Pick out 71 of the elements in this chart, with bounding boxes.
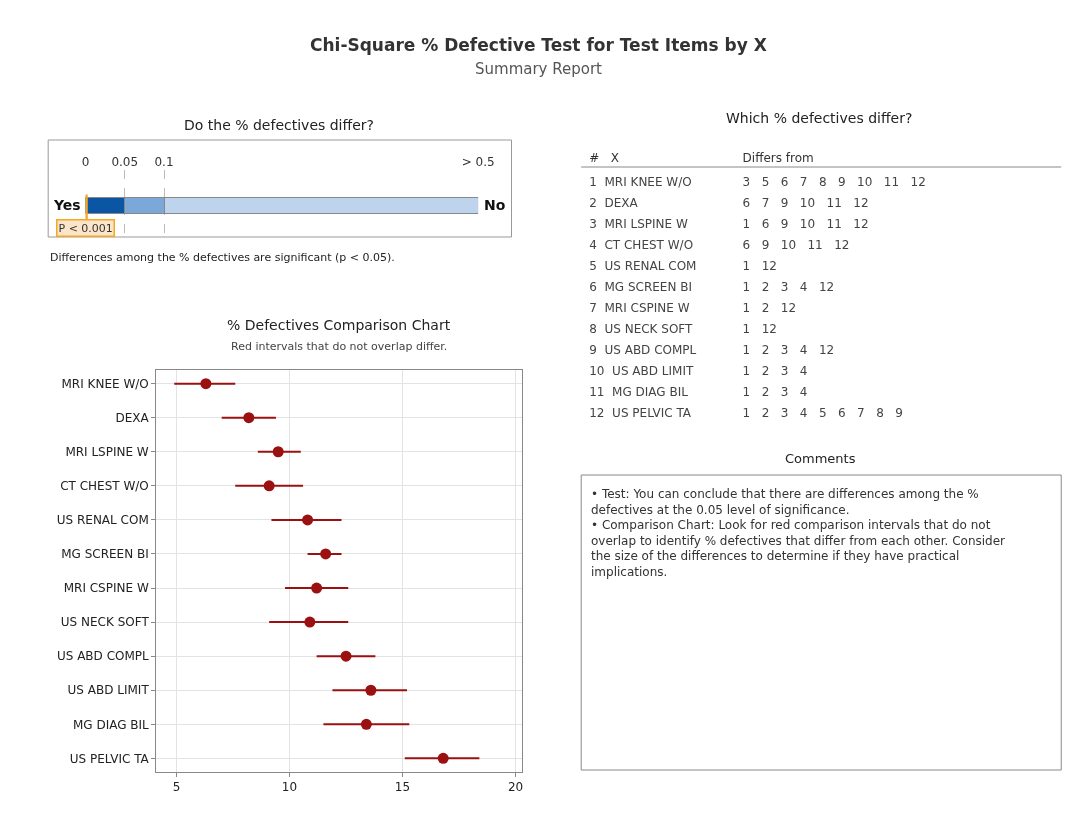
text: 8 US NECK SOFT (589, 322, 693, 336)
text: Differences among the % defectives are significant (p < 0.05). (50, 251, 395, 264)
text: Comments (785, 451, 856, 466)
x-tick-label: 5 (172, 780, 181, 795)
y-tick-label: US ABD LIMIT (67, 683, 150, 698)
point (311, 582, 323, 594)
y-tick-label: MRI CSPINE W (63, 581, 149, 596)
chart-subtitle: Red intervals that do not overlap differ. (231, 340, 448, 353)
text: 1 2 3 4 (742, 385, 808, 399)
text: 1 MRI KNEE W/O (589, 175, 692, 189)
x-tick-label: > 0.5 (461, 155, 495, 170)
x-tick-label: 10 (281, 780, 298, 795)
y-tick-label: MG DIAG BIL (72, 717, 150, 732)
y-tick-label: DEXA (115, 410, 150, 425)
text: 1 12 (742, 322, 777, 336)
text: 9 US ABD COMPL (589, 343, 697, 357)
x-tick-label: 0.05 (111, 155, 139, 170)
chart-title: Do the % defectives differ? (184, 117, 374, 133)
text: 6 7 9 10 11 12 (742, 196, 869, 210)
text: 5 US RENAL COM (589, 259, 697, 273)
chart-title: % Defectives Comparison Chart (227, 317, 451, 333)
x-tick-label: 0 (81, 155, 90, 170)
text: No (484, 197, 506, 213)
text: • Test: You can conclude that there are differences among the % defectives at the 0.05 level of significance. (591, 487, 979, 517)
y-tick-label: CT CHEST W/O (60, 479, 149, 494)
x-tick-label: 20 (507, 780, 524, 795)
y-tick-label: MG SCREEN BI (61, 547, 149, 562)
point (365, 684, 377, 696)
point (272, 446, 284, 458)
point (263, 480, 275, 492)
y-tick-label: MRI KNEE W/O (61, 376, 149, 391)
text: Which % defectives differ? (726, 110, 913, 126)
text: 1 12 (742, 259, 777, 273)
text: 1 2 3 4 5 6 7 8 9 (742, 406, 903, 420)
text: 6 MG SCREEN BI (589, 280, 692, 294)
point (304, 616, 316, 628)
text: 10 US ABD LIMIT (589, 364, 694, 378)
x-tick-label: 0.1 (154, 155, 174, 170)
point (320, 548, 332, 560)
text: 7 MRI CSPINE W (589, 301, 690, 315)
y-tick-label: US RENAL COM (56, 513, 149, 528)
point (437, 752, 449, 764)
text: 6 9 10 11 12 (742, 238, 850, 252)
point (360, 718, 372, 730)
text: 11 MG DIAG BIL (589, 385, 688, 399)
y-tick-label: US ABD COMPL (56, 649, 150, 664)
text: 1 6 9 10 11 12 (742, 217, 869, 231)
text: 3 MRI LSPINE W (589, 217, 688, 231)
text: 1 2 3 4 12 (742, 280, 835, 294)
x-tick-label: 15 (394, 780, 411, 795)
text: 12 US PELVIC TA (589, 406, 692, 420)
text: 4 CT CHEST W/O (589, 238, 694, 252)
y-tick-label: US PELVIC TA (69, 751, 150, 766)
text: 1 2 3 4 (742, 364, 808, 378)
point (302, 514, 314, 526)
text: Chi-Square % Defective Test for Test Items by X (310, 35, 767, 55)
y-tick-label: US NECK SOFT (60, 615, 150, 630)
y-tick-label: MRI LSPINE W (65, 444, 149, 459)
text: 2 DEXA (589, 196, 638, 210)
point (340, 650, 352, 662)
text: 1 2 3 4 12 (742, 343, 835, 357)
ref-line-label: P < 0.001 (58, 221, 113, 235)
text: 3 5 6 7 8 9 10 11 12 (742, 175, 926, 189)
text: Summary Report (475, 60, 603, 78)
text: 1 2 12 (742, 301, 797, 315)
text: • Comparison Chart: Look for red comparison intervals that do not overlap to identify % defectives that differ from each other. Consider the size of the differences to determine if they have practical implications. (591, 518, 1006, 579)
point (200, 378, 212, 390)
point (243, 412, 255, 424)
text: Yes (53, 197, 81, 213)
category-label: Differs from (742, 151, 814, 165)
category-label: # X (589, 151, 619, 165)
